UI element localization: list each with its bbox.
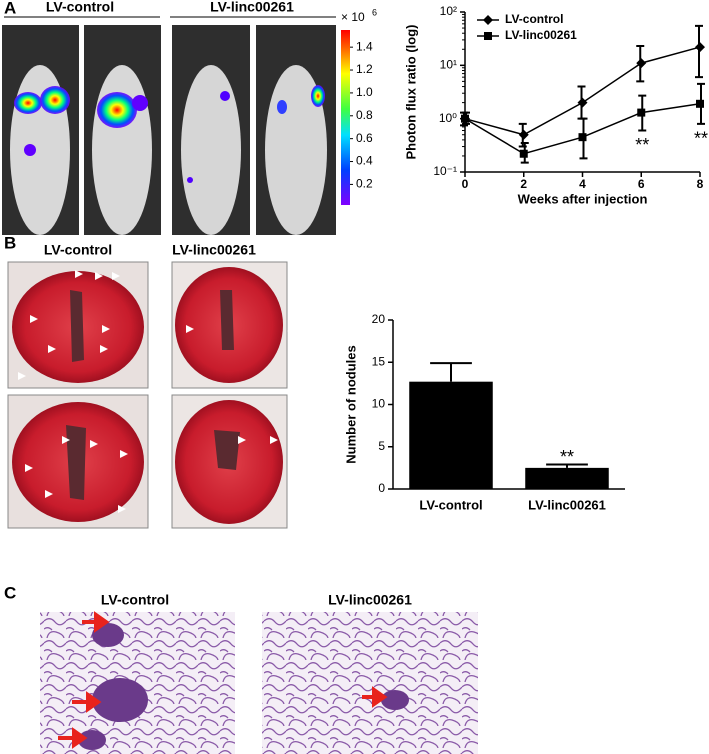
error-bar <box>430 362 472 382</box>
marker <box>519 149 528 158</box>
x-tick-label: 2 <box>520 177 527 191</box>
x-tick-label: 8 <box>697 177 704 191</box>
lung-images <box>7 261 295 529</box>
x-axis-title: Weeks after injection <box>518 191 648 206</box>
colorbar <box>341 30 350 205</box>
annotation: ** <box>635 135 649 155</box>
image-label: LV-control <box>101 592 169 608</box>
legend-label: LV-control <box>505 12 563 26</box>
y-tick-label: 5 <box>378 439 385 453</box>
marker <box>461 114 469 123</box>
marker <box>637 108 646 117</box>
y-tick-label: 10² <box>440 4 457 18</box>
colorbar-tick-label: 0.4 <box>356 154 373 168</box>
mouse-images <box>2 25 336 235</box>
annotation: ** <box>694 129 708 149</box>
panel-label: A <box>4 0 16 17</box>
colorbar-scale: × 10 <box>341 10 365 24</box>
x-tick-label: 6 <box>638 177 645 191</box>
y-tick-label: 10⁰ <box>439 111 457 125</box>
legend-marker <box>484 32 492 40</box>
x-tick-label: LV-linc00261 <box>528 497 606 512</box>
error-bar <box>546 463 588 468</box>
colorbar-exponent: 6 <box>372 7 377 17</box>
image-label: LV-control <box>46 0 114 15</box>
y-axis-title: Number of nodules <box>343 345 358 463</box>
legend-label: LV-linc00261 <box>505 28 577 42</box>
annotation: ** <box>560 447 574 467</box>
marker <box>636 58 647 69</box>
y-tick-label: 20 <box>372 312 386 326</box>
y-tick-label: 10⁻¹ <box>433 164 457 178</box>
panel-label: C <box>4 583 16 602</box>
marker <box>518 129 529 140</box>
y-tick-label: 10¹ <box>440 58 457 72</box>
x-tick-label: LV-control <box>419 497 482 512</box>
y-axis-title: Photon flux ratio (log) <box>403 24 418 159</box>
x-tick-label: 0 <box>462 177 469 191</box>
image-label: LV-control <box>44 242 112 258</box>
bar <box>525 467 609 489</box>
y-tick-label: 0 <box>378 481 385 495</box>
histology-images <box>40 611 478 754</box>
image-label: LV-linc00261 <box>210 0 294 15</box>
legend-marker <box>483 15 493 25</box>
colorbar-tick-label: 0.8 <box>356 108 373 122</box>
bar <box>409 381 493 489</box>
marker <box>578 133 587 142</box>
y-tick-label: 15 <box>372 354 386 368</box>
colorbar-tick-label: 1.4 <box>356 39 373 53</box>
image-label: LV-linc00261 <box>328 592 412 608</box>
error-bar <box>695 24 703 79</box>
marker <box>577 97 588 108</box>
image-label: LV-linc00261 <box>172 242 256 258</box>
x-tick-label: 4 <box>579 177 586 191</box>
colorbar-tick-label: 1.0 <box>356 85 373 99</box>
marker <box>696 99 704 108</box>
colorbar-tick-label: 1.2 <box>356 62 373 76</box>
panel-label: B <box>4 233 16 252</box>
colorbar-tick-label: 0.2 <box>356 177 373 191</box>
marker <box>695 42 705 53</box>
y-tick-label: 10 <box>372 397 386 411</box>
colorbar-tick-label: 0.6 <box>356 131 373 145</box>
